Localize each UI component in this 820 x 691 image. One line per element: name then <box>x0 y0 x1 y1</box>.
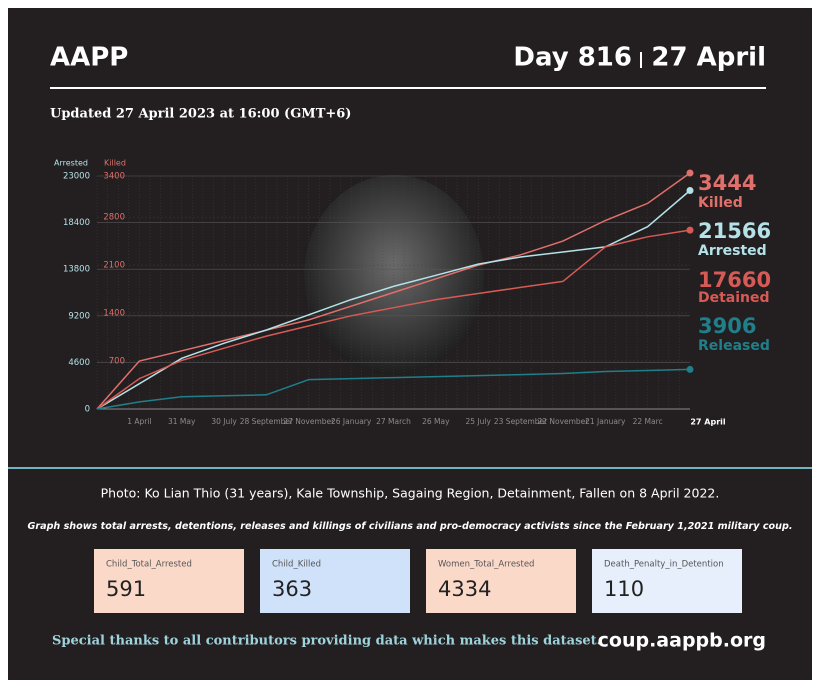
legend-label: Released <box>698 338 770 354</box>
stat-card-value: 591 <box>106 577 146 601</box>
series-line <box>96 172 691 410</box>
y-tick-label: 18400 <box>63 218 90 228</box>
url: coup.aappb.org <box>598 630 766 652</box>
legend-label: Detained <box>698 290 770 306</box>
stat-card-label: Women_Total_Arrested <box>438 560 534 570</box>
end-value-label: 17660 <box>698 268 771 292</box>
thanks: Special thanks to all contributors provi… <box>52 634 601 649</box>
x-tick-label: 30 July <box>211 417 237 426</box>
y2-tick-label: 700 <box>109 357 125 367</box>
stat-card <box>94 549 244 613</box>
y2-axis-title: Killed <box>104 159 126 168</box>
legend-label: Killed <box>698 195 743 211</box>
y2-tick-label: 1400 <box>103 309 125 319</box>
y-tick-label: 4600 <box>68 358 90 368</box>
x-tick-label: 26 January <box>331 417 372 426</box>
date: 27 April <box>651 43 766 73</box>
x-tick-label: 1 April <box>127 417 151 426</box>
y-axis-title: Arrested <box>54 159 88 168</box>
x-tick-label: 22 November <box>537 417 589 426</box>
legend-label: Arrested <box>698 243 767 259</box>
x-tick-label: 25 July <box>466 417 492 426</box>
series-line <box>96 189 691 410</box>
x-tick-label: 21 January <box>585 417 626 426</box>
x-tick-label: 23 September <box>494 417 548 426</box>
y2-tick-label: 2100 <box>103 261 125 271</box>
note: Graph shows total arrests, detentions, r… <box>27 521 792 532</box>
end-dot <box>686 365 694 373</box>
end-value-label: 3906 <box>698 314 756 338</box>
end-value-label: 3444 <box>698 171 756 195</box>
stat-card-value: 110 <box>604 577 644 601</box>
stat-card-label: Child_Total_Arrested <box>106 560 192 570</box>
y-tick-label: 0 <box>85 405 90 415</box>
y-tick-label: 9200 <box>68 311 90 321</box>
series-line <box>96 229 691 410</box>
y-tick-label: 13800 <box>63 265 90 275</box>
series-line <box>96 368 691 410</box>
x-tick-label: 26 May <box>422 417 450 426</box>
end-dot <box>686 187 694 195</box>
y-tick-label: 23000 <box>63 172 90 182</box>
cards: Child_Total_Arrested 591 Child_Killed 363 Wo… <box>94 549 742 613</box>
stat-card-value: 4334 <box>438 577 491 601</box>
subtitle: Updated 27 April 2023 at 16:00 (GMT+6) <box>50 107 351 122</box>
stat-card <box>592 549 742 613</box>
stat-card <box>426 549 576 613</box>
title: AAPP <box>50 43 128 73</box>
caption: Photo: Ko Lian Thio (31 years), Kale Tow… <box>101 486 720 501</box>
end-dot <box>686 169 694 177</box>
y2-tick-label: 2800 <box>103 213 125 223</box>
chart: Arrested Killed 0 4600 9200 13800 18400 23000 70… <box>54 159 771 427</box>
x-tick-label: 27 November <box>283 417 335 426</box>
x-tick-label: 27 April <box>690 418 726 427</box>
stat-card-label: Death_Penalty_in_Detention <box>604 560 724 570</box>
x-tick-label: 27 March <box>376 417 411 426</box>
stat-card <box>260 549 410 613</box>
end-value-label: 21566 <box>698 219 771 243</box>
y2-tick-label: 3400 <box>103 172 125 182</box>
x-tick-label: 22 Marc <box>633 417 663 426</box>
end-dot <box>686 226 694 234</box>
stat-card-label: Child_Killed <box>272 560 321 570</box>
stat-card-value: 363 <box>272 577 312 601</box>
x-tick-label: 28 September <box>240 417 294 426</box>
x-tick-label: 31 May <box>168 417 196 426</box>
photo <box>304 175 484 375</box>
day: Day 816 <box>513 43 632 73</box>
